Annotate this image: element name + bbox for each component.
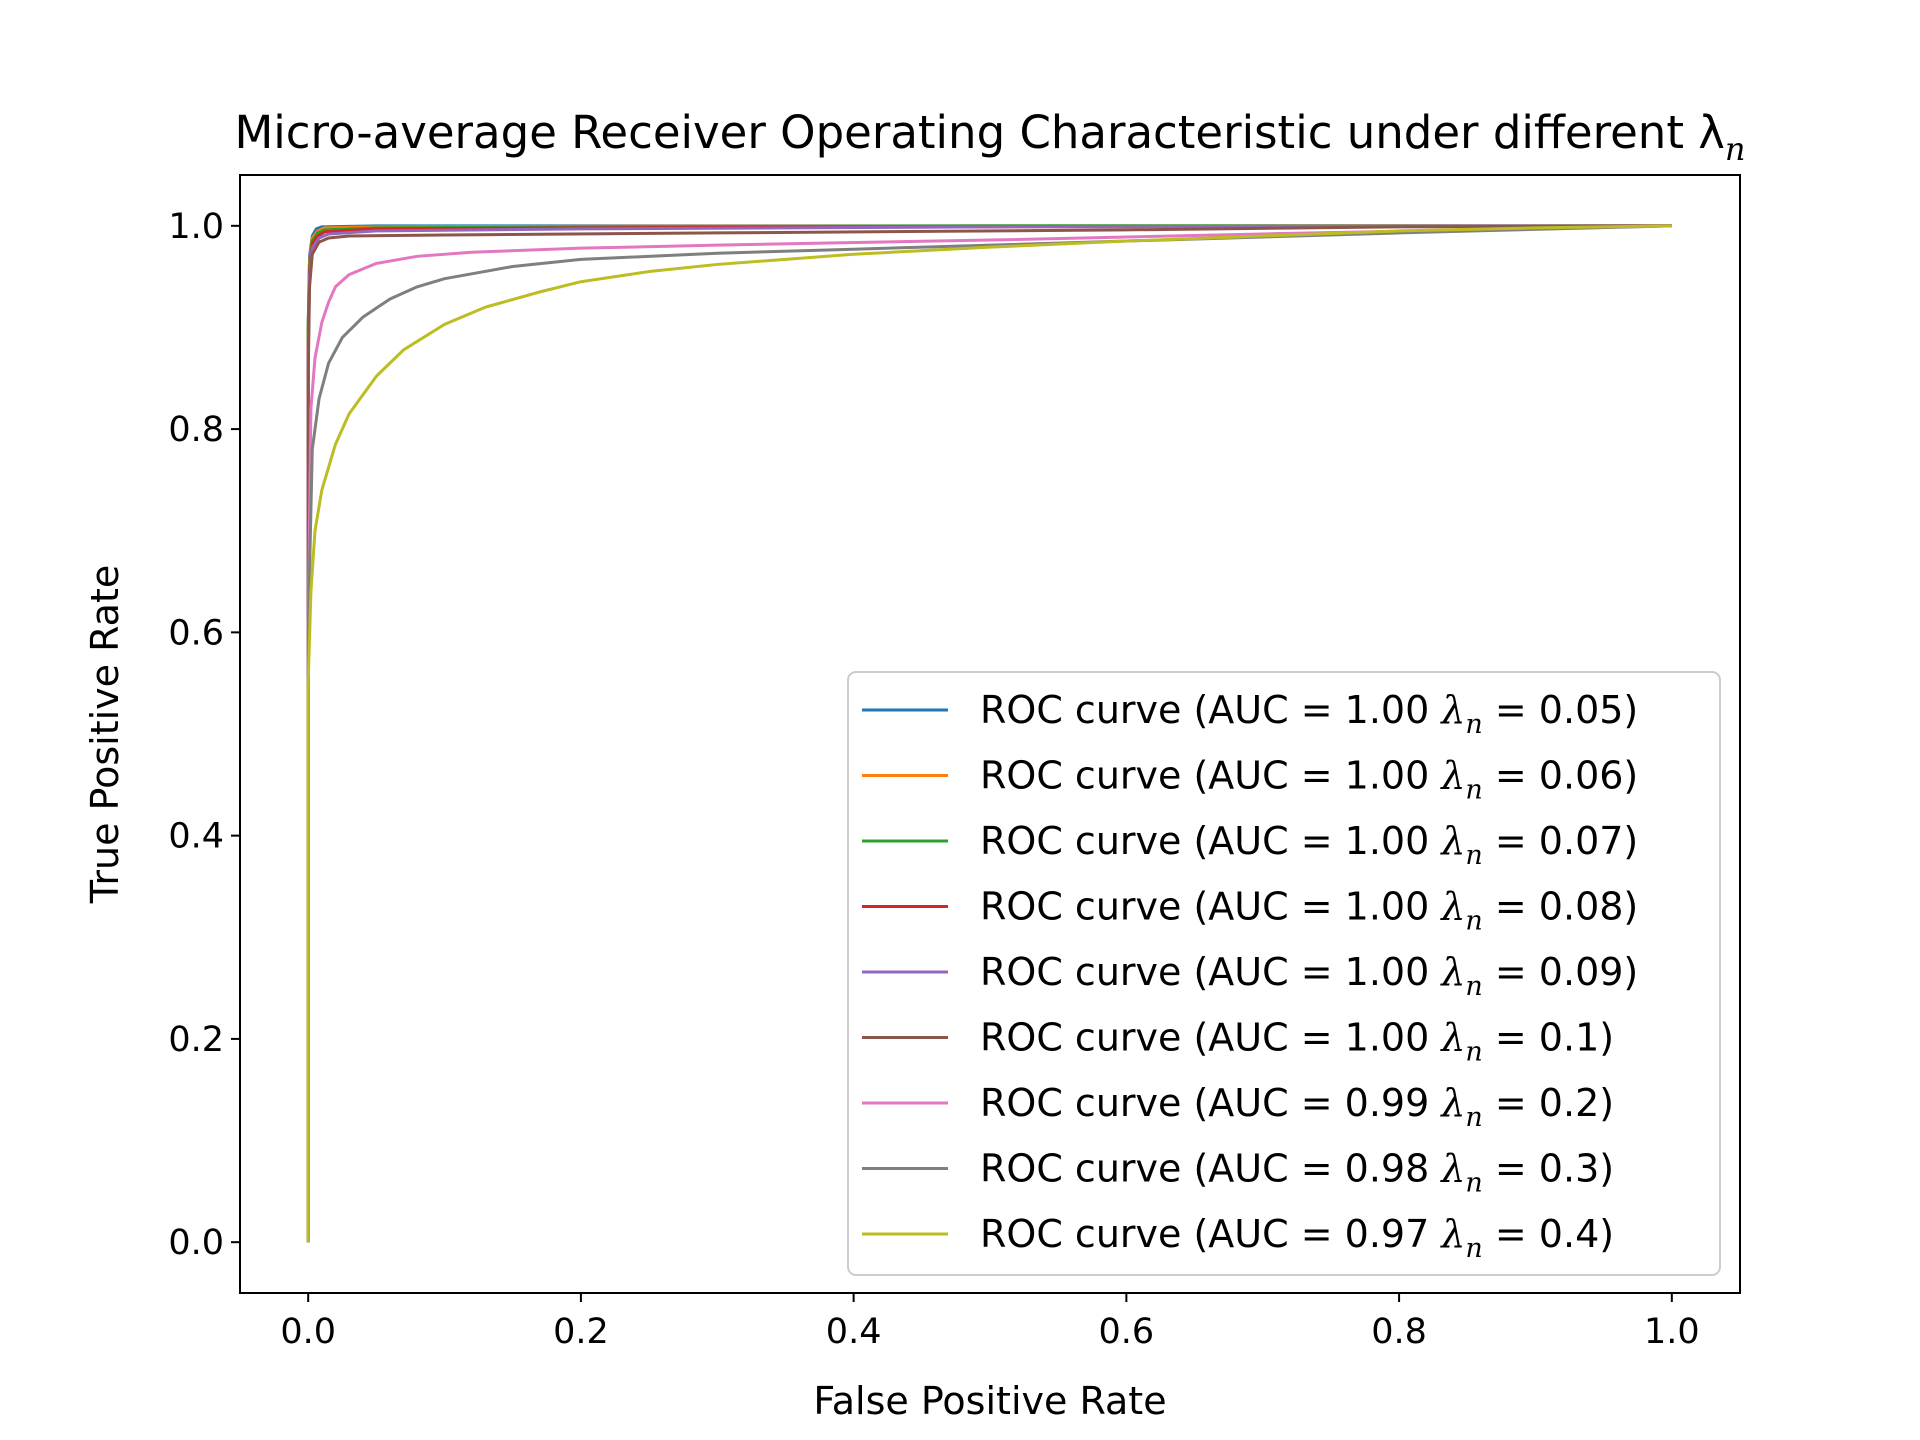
legend-label-1: ROC curve (AUC = 1.00 λn = 0.06): [980, 754, 1638, 806]
legend-label-4: ROC curve (AUC = 1.00 λn = 0.09): [980, 950, 1638, 1002]
x-axis: 0.0 0.2 0.4 0.6 0.8 1.0: [280, 1293, 1700, 1352]
y-tick-label-2: 0.4: [168, 817, 224, 857]
legend-label-5: ROC curve (AUC = 1.00 λn = 0.1): [980, 1016, 1614, 1068]
legend-label-0: ROC curve (AUC = 1.00 λn = 0.05): [980, 688, 1638, 740]
y-tick-label-5: 1.0: [168, 207, 224, 247]
series-line-7: [306, 224, 1672, 1243]
y-axis-label: True Positive Rate: [83, 565, 127, 905]
legend-label-2: ROC curve (AUC = 1.00 λn = 0.07): [980, 819, 1638, 871]
y-tick-label-1: 0.2: [168, 1020, 224, 1060]
legend-label-6: ROC curve (AUC = 0.99 λn = 0.2): [980, 1081, 1614, 1133]
x-tick-label-5: 1.0: [1644, 1312, 1700, 1352]
x-tick-label-1: 0.2: [553, 1312, 609, 1352]
y-tick-label-0: 0.0: [168, 1223, 224, 1263]
x-tick-label-3: 0.6: [1099, 1312, 1155, 1352]
plot-frame: [239, 174, 1741, 1294]
series-line-8: [306, 224, 1672, 1243]
series-line-5: [306, 224, 1672, 1243]
legend-label-3: ROC curve (AUC = 1.00 λn = 0.08): [980, 885, 1638, 937]
plot-lines: [306, 224, 1672, 1243]
x-tick-label-0: 0.0: [280, 1312, 336, 1352]
y-tick-label-3: 0.6: [168, 613, 224, 653]
x-tick-label-4: 0.8: [1371, 1312, 1427, 1352]
y-tick-label-4: 0.8: [168, 410, 224, 450]
y-axis: 0.0 0.2 0.4 0.6 0.8 1.0: [168, 207, 240, 1263]
legend-box: [847, 671, 1721, 1276]
legend-label-8: ROC curve (AUC = 0.97 λn = 0.4): [980, 1212, 1614, 1264]
chart-title: Micro-average Receiver Operating Charact…: [234, 106, 1745, 168]
legend-label-7: ROC curve (AUC = 0.98 λn = 0.3): [980, 1147, 1614, 1199]
x-axis-label: False Positive Rate: [813, 1379, 1166, 1423]
legend: ROC curve (AUC = 1.00 λn = 0.05) ROC curv…: [847, 671, 1721, 1276]
series-line-6: [306, 224, 1672, 1243]
x-tick-label-2: 0.4: [826, 1312, 882, 1352]
